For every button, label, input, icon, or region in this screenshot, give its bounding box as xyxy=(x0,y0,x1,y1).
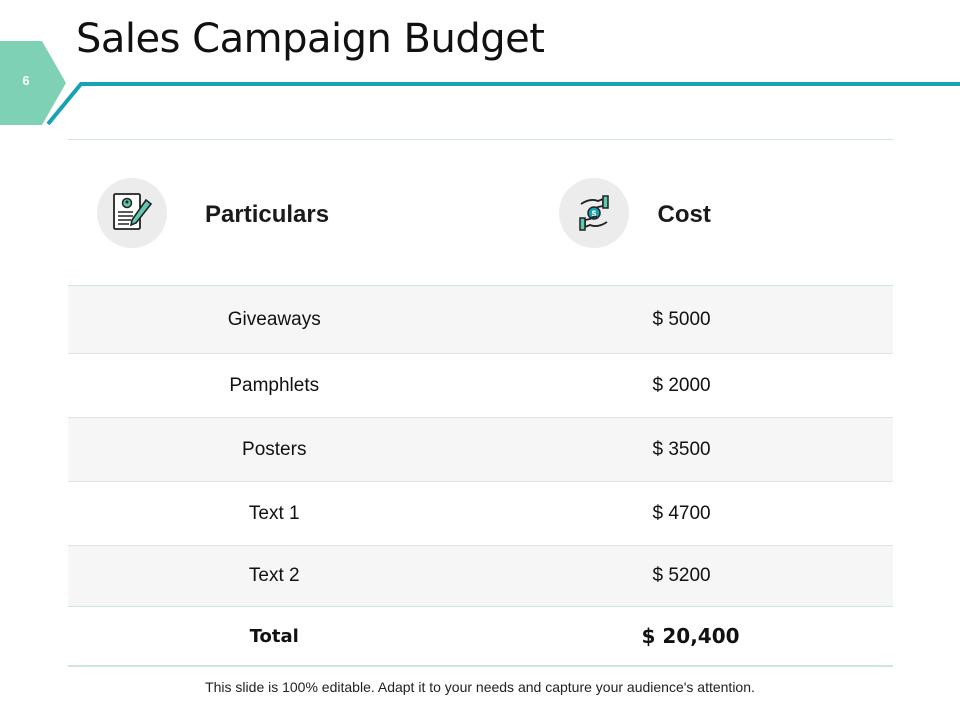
table-row: Posters $ 3500 xyxy=(68,418,893,482)
row-item: Text 1 xyxy=(248,502,300,524)
row-item: Giveaways xyxy=(227,308,321,330)
total-label: Total xyxy=(249,625,299,647)
row-cost: $ 5000 xyxy=(652,308,711,330)
resume-pencil-icon xyxy=(113,193,153,230)
header-particulars: Particulars xyxy=(68,140,481,285)
footer-note: This slide is 100% editable. Adapt it to… xyxy=(205,679,755,695)
row-item: Text 2 xyxy=(248,565,300,586)
row-item: Posters xyxy=(242,438,307,460)
table-row: Text 2 $ 5200 xyxy=(68,546,893,606)
page-number-tab xyxy=(0,41,66,125)
page-number: 6 xyxy=(22,73,30,88)
total-row: Total $ 20,400 xyxy=(68,606,893,667)
table-row: Pamphlets $ 2000 xyxy=(68,354,893,418)
row-cost: $ 4700 xyxy=(652,502,711,524)
page-title: Sales Campaign Budget xyxy=(76,16,545,62)
row-item: Pamphlets xyxy=(229,374,320,396)
money-hand-icon: $ xyxy=(578,195,609,231)
table-row: Text 1 $ 4700 xyxy=(68,482,893,546)
particulars-icon-badge xyxy=(97,178,167,248)
svg-text:$: $ xyxy=(591,210,596,219)
row-cost: $ 2000 xyxy=(652,374,711,396)
cost-header: Cost xyxy=(657,201,711,228)
particulars-header: Particulars xyxy=(205,201,330,228)
header-cost: $ Cost xyxy=(481,140,894,285)
table-row: Giveaways $ 5000 xyxy=(68,286,893,354)
row-cost: $ 5200 xyxy=(652,565,711,586)
table-header-row: Particulars $ Cost xyxy=(68,140,893,286)
budget-table: Particulars $ Cost Giveaways $ xyxy=(68,139,893,667)
title-underline xyxy=(46,82,960,126)
cost-icon-badge: $ xyxy=(558,178,629,248)
row-cost: $ 3500 xyxy=(652,438,711,460)
total-cost: $ 20,400 xyxy=(641,624,740,648)
